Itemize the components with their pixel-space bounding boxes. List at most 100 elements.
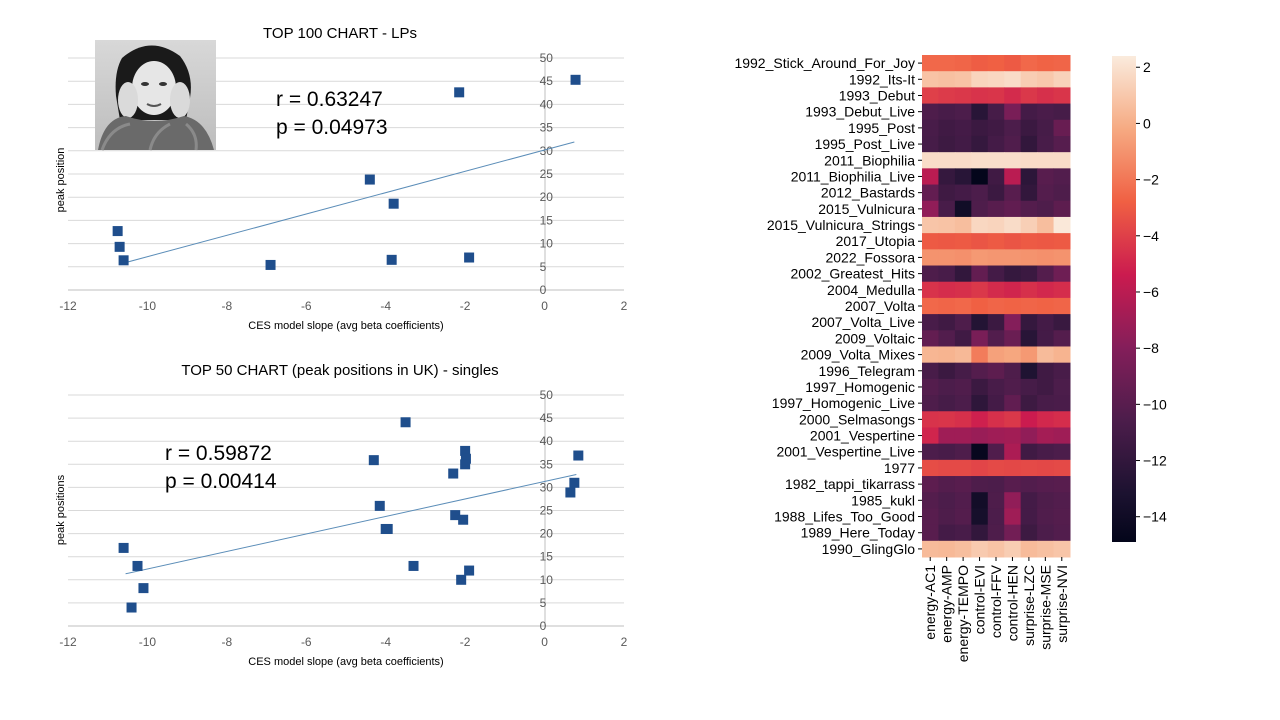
heatmap-cell bbox=[938, 411, 956, 428]
heatmap-cell bbox=[1020, 119, 1038, 137]
heatmap-cell bbox=[938, 476, 956, 493]
singles-chart-gridlines bbox=[68, 394, 624, 604]
singles-x-axis-label: CES model slope (avg beta coefficients) bbox=[248, 656, 443, 668]
heatmap-cell bbox=[1020, 378, 1038, 396]
heatmap-cell bbox=[971, 135, 989, 153]
heatmap-row-label: 1989_Here_Today bbox=[801, 525, 915, 541]
heatmap-cell bbox=[1004, 249, 1022, 267]
data-point bbox=[114, 241, 125, 252]
heatmap-cell bbox=[1004, 200, 1022, 218]
heatmap-row-label: 2007_Volta_Live bbox=[811, 314, 915, 330]
heatmap-cell bbox=[971, 459, 989, 477]
heatmap-cell bbox=[1053, 184, 1071, 202]
heatmap-cell bbox=[1004, 395, 1022, 412]
heatmap-row-label: 2015_Vulnicura_Strings bbox=[767, 217, 915, 233]
heatmap-cell bbox=[954, 378, 972, 396]
heatmap-row-label: 2011_Biophilia bbox=[824, 152, 915, 168]
heatmap-cell bbox=[971, 362, 989, 380]
colorbar-tick-label: −14 bbox=[1143, 509, 1167, 525]
y-tick-label: 0 bbox=[540, 283, 547, 297]
heatmap-cell bbox=[1004, 540, 1022, 558]
heatmap-cell bbox=[922, 216, 939, 234]
heatmap-cell bbox=[1053, 427, 1071, 445]
data-point bbox=[386, 254, 397, 265]
heatmap-cell bbox=[1004, 297, 1022, 315]
heatmap-cell bbox=[1004, 265, 1022, 283]
x-tick-label: -12 bbox=[59, 299, 77, 313]
heatmap-row-label: 2004_Medulla bbox=[827, 282, 915, 298]
heatmap-cell bbox=[954, 314, 972, 331]
heatmap-cell bbox=[938, 71, 956, 88]
heatmap-cell bbox=[1037, 233, 1055, 250]
heatmap-cell bbox=[1004, 411, 1022, 428]
heatmap-cell bbox=[922, 119, 939, 137]
heatmap-column-label: surprise-LZC bbox=[1021, 565, 1037, 646]
heatmap-cell bbox=[938, 314, 956, 331]
heatmap-cell bbox=[987, 200, 1005, 218]
heatmap-cell bbox=[922, 233, 939, 250]
heatmap-cell bbox=[1004, 233, 1022, 250]
heatmap-chart: 1992_Stick_Around_For_Joy1992_Its-It1993… bbox=[734, 55, 1167, 662]
heatmap-cell bbox=[1020, 233, 1038, 250]
heatmap-cell bbox=[971, 411, 989, 428]
heatmap-cell bbox=[1053, 395, 1071, 412]
y-tick-label: 40 bbox=[540, 97, 554, 111]
heatmap-cell bbox=[954, 524, 972, 542]
heatmap-cell bbox=[938, 540, 956, 558]
heatmap-cell bbox=[971, 297, 989, 315]
heatmap-row-label: 1992_Stick_Around_For_Joy bbox=[734, 55, 915, 71]
heatmap-cell bbox=[922, 508, 939, 526]
heatmap-cell bbox=[1020, 346, 1038, 364]
y-tick-label: 20 bbox=[540, 527, 554, 541]
heatmap-cell bbox=[922, 330, 939, 347]
data-point bbox=[458, 514, 469, 525]
heatmap-cell bbox=[1037, 524, 1055, 542]
heatmap-cell bbox=[1053, 476, 1071, 493]
heatmap-row-label: 1985_kukl bbox=[851, 492, 915, 508]
heatmap-cell bbox=[1037, 314, 1055, 331]
heatmap-cell bbox=[1004, 314, 1022, 331]
data-point bbox=[565, 487, 576, 498]
heatmap-cell bbox=[1037, 330, 1055, 347]
heatmap-cell bbox=[971, 314, 989, 331]
singles-y-tick-labels: 0 5 10 15 20 25 30 35 40 45 50 bbox=[540, 388, 554, 633]
data-point bbox=[118, 542, 129, 553]
data-point bbox=[460, 445, 471, 456]
heatmap-cell bbox=[1053, 103, 1071, 121]
y-tick-label: 50 bbox=[540, 51, 554, 65]
heatmap-cell bbox=[954, 297, 972, 315]
data-point bbox=[118, 255, 129, 266]
heatmap-cell bbox=[971, 524, 989, 542]
colorbar-tick-label: 0 bbox=[1143, 115, 1151, 131]
heatmap-cell bbox=[938, 524, 956, 542]
heatmap-cell bbox=[971, 249, 989, 267]
singles-data-points bbox=[118, 417, 584, 613]
heatmap-cell bbox=[1004, 508, 1022, 526]
heatmap-cell bbox=[954, 233, 972, 250]
heatmap-cell bbox=[987, 492, 1005, 509]
heatmap-cell bbox=[1037, 362, 1055, 380]
heatmap-cell bbox=[1053, 508, 1071, 526]
heatmap-cell bbox=[987, 152, 1005, 169]
heatmap-cell bbox=[1020, 411, 1038, 428]
heatmap-cell bbox=[1020, 152, 1038, 169]
heatmap-cell bbox=[987, 443, 1005, 461]
heatmap-cell bbox=[1037, 119, 1055, 137]
heatmap-cell bbox=[1020, 362, 1038, 380]
heatmap-cell bbox=[1053, 524, 1071, 542]
heatmap-cell bbox=[1020, 427, 1038, 445]
heatmap-cell bbox=[938, 508, 956, 526]
heatmap-cell bbox=[971, 378, 989, 396]
colorbar-tick-label: −10 bbox=[1143, 396, 1167, 412]
heatmap-cell bbox=[1020, 297, 1038, 315]
heatmap-cell bbox=[1053, 346, 1071, 364]
heatmap-cell bbox=[971, 265, 989, 283]
heatmap-cell bbox=[1037, 216, 1055, 234]
heatmap-cell bbox=[1053, 135, 1071, 153]
colorbar-tick-label: 2 bbox=[1143, 59, 1151, 75]
heatmap-cell bbox=[1037, 346, 1055, 364]
heatmap-cell bbox=[971, 346, 989, 364]
heatmap-cell bbox=[954, 540, 972, 558]
heatmap-cell bbox=[922, 152, 939, 169]
heatmap-cell bbox=[1004, 103, 1022, 121]
